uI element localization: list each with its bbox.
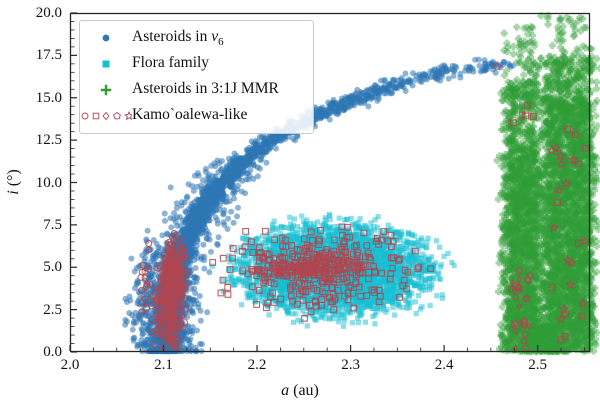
nu6-dot-icon (80, 31, 132, 45)
kamooalewa-markers-icon (80, 110, 132, 122)
y-tick-label: 2.5 (43, 301, 62, 318)
x-axis-label: a (au) (281, 382, 319, 399)
legend-label-kamooalewa: Kamo`oalewa-like (132, 105, 248, 123)
x-tick-label: 2.3 (341, 357, 360, 373)
legend-label-nu6: Asteroids in ν6 (132, 27, 224, 49)
y-tick-label: 12.5 (35, 132, 62, 149)
legend-item-nu6: Asteroids in ν6 (80, 25, 313, 51)
legend-item-flora: Flora family (80, 51, 313, 77)
y-tick-label: 20.0 (35, 5, 62, 21)
x-tick-label: 2.5 (528, 357, 547, 373)
x-tick-label: 2.4 (434, 357, 454, 373)
legend-label-mmr: Asteroids in 3:1J MMR (132, 79, 279, 97)
y-tick-label: 17.5 (35, 47, 62, 64)
x-tick-label: 2.0 (60, 357, 80, 373)
x-tick-label: 2.2 (247, 357, 267, 373)
flora-square-icon (80, 57, 132, 71)
legend-item-mmr: Asteroids in 3:1J MMR (80, 77, 313, 103)
y-tick-label: 7.5 (43, 216, 62, 233)
y-tick-label: 0.0 (43, 344, 62, 360)
y-tick-label: 15.0 (35, 89, 62, 106)
mmr-plus-icon (80, 83, 132, 97)
legend-label-flora: Flora family (132, 53, 210, 71)
legend: Asteroids in ν6 Flora family Asteroids i… (79, 20, 314, 134)
x-tick-label: 2.1 (154, 357, 173, 373)
y-tick-label: 5.0 (43, 259, 62, 276)
legend-item-kamooalewa: Kamo`oalewa-like (80, 103, 313, 129)
y-tick-label: 10.0 (35, 174, 62, 191)
